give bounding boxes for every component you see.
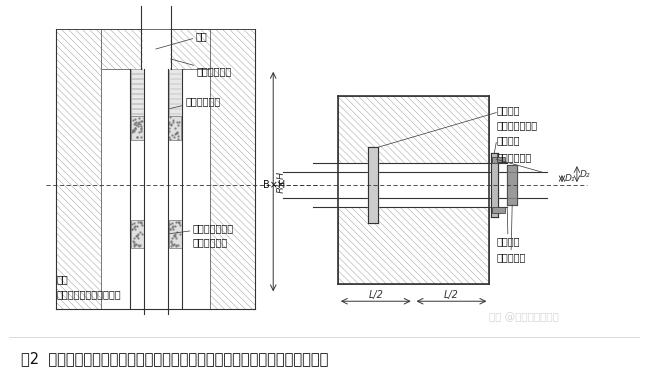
Bar — [131, 220, 144, 248]
Text: 无毒密封膏嵌缝: 无毒密封膏嵌缝 — [170, 223, 234, 234]
Text: L/2: L/2 — [444, 290, 459, 300]
Text: B×H: B×H — [263, 180, 286, 190]
Bar — [56, 29, 101, 309]
Text: 防水套管: 防水套管 — [496, 207, 520, 247]
Bar — [131, 116, 181, 140]
Text: 知乎 @不锈钢水管小久: 知乎 @不锈钢水管小久 — [489, 312, 559, 322]
Text: 柔性填缝材料: 柔性填缝材料 — [170, 96, 221, 109]
Bar — [211, 29, 255, 309]
Text: 室外或迎水面: 室外或迎水面 — [192, 237, 228, 248]
Text: 图2  穿内部墙（预埋套管）和穿地下室外墙、水池池壁（预埋柔性防水套管）: 图2 穿内部墙（预埋套管）和穿地下室外墙、水池池壁（预埋柔性防水套管） — [21, 351, 329, 366]
Bar — [168, 69, 181, 116]
Bar — [131, 69, 157, 116]
Text: 防水翼环: 防水翼环 — [496, 106, 520, 116]
Text: 橡胶密封圈: 橡胶密封圈 — [496, 205, 526, 263]
Text: L/2: L/2 — [368, 290, 383, 300]
Text: D₁: D₁ — [565, 174, 575, 183]
Text: 内墙: 内墙 — [56, 274, 68, 284]
Text: 法兰压盖: 法兰压盖 — [496, 135, 520, 146]
Text: 薄壁不锈钢管: 薄壁不锈钢管 — [496, 152, 531, 162]
Bar — [492, 207, 505, 213]
Bar — [492, 157, 505, 163]
Text: 薄壁不锈钢管: 薄壁不锈钢管 — [170, 59, 232, 76]
Text: D₂: D₂ — [580, 170, 590, 178]
Bar — [131, 69, 144, 116]
Text: 过梁: 过梁 — [156, 31, 207, 49]
Text: 柔性阻燃材料和防水油管: 柔性阻燃材料和防水油管 — [56, 289, 121, 299]
Text: 钢筋混凝土墙体: 钢筋混凝土墙体 — [496, 121, 537, 130]
Bar — [338, 96, 489, 284]
Text: B×H: B×H — [277, 170, 287, 193]
Bar — [168, 220, 181, 248]
Bar — [101, 29, 211, 69]
